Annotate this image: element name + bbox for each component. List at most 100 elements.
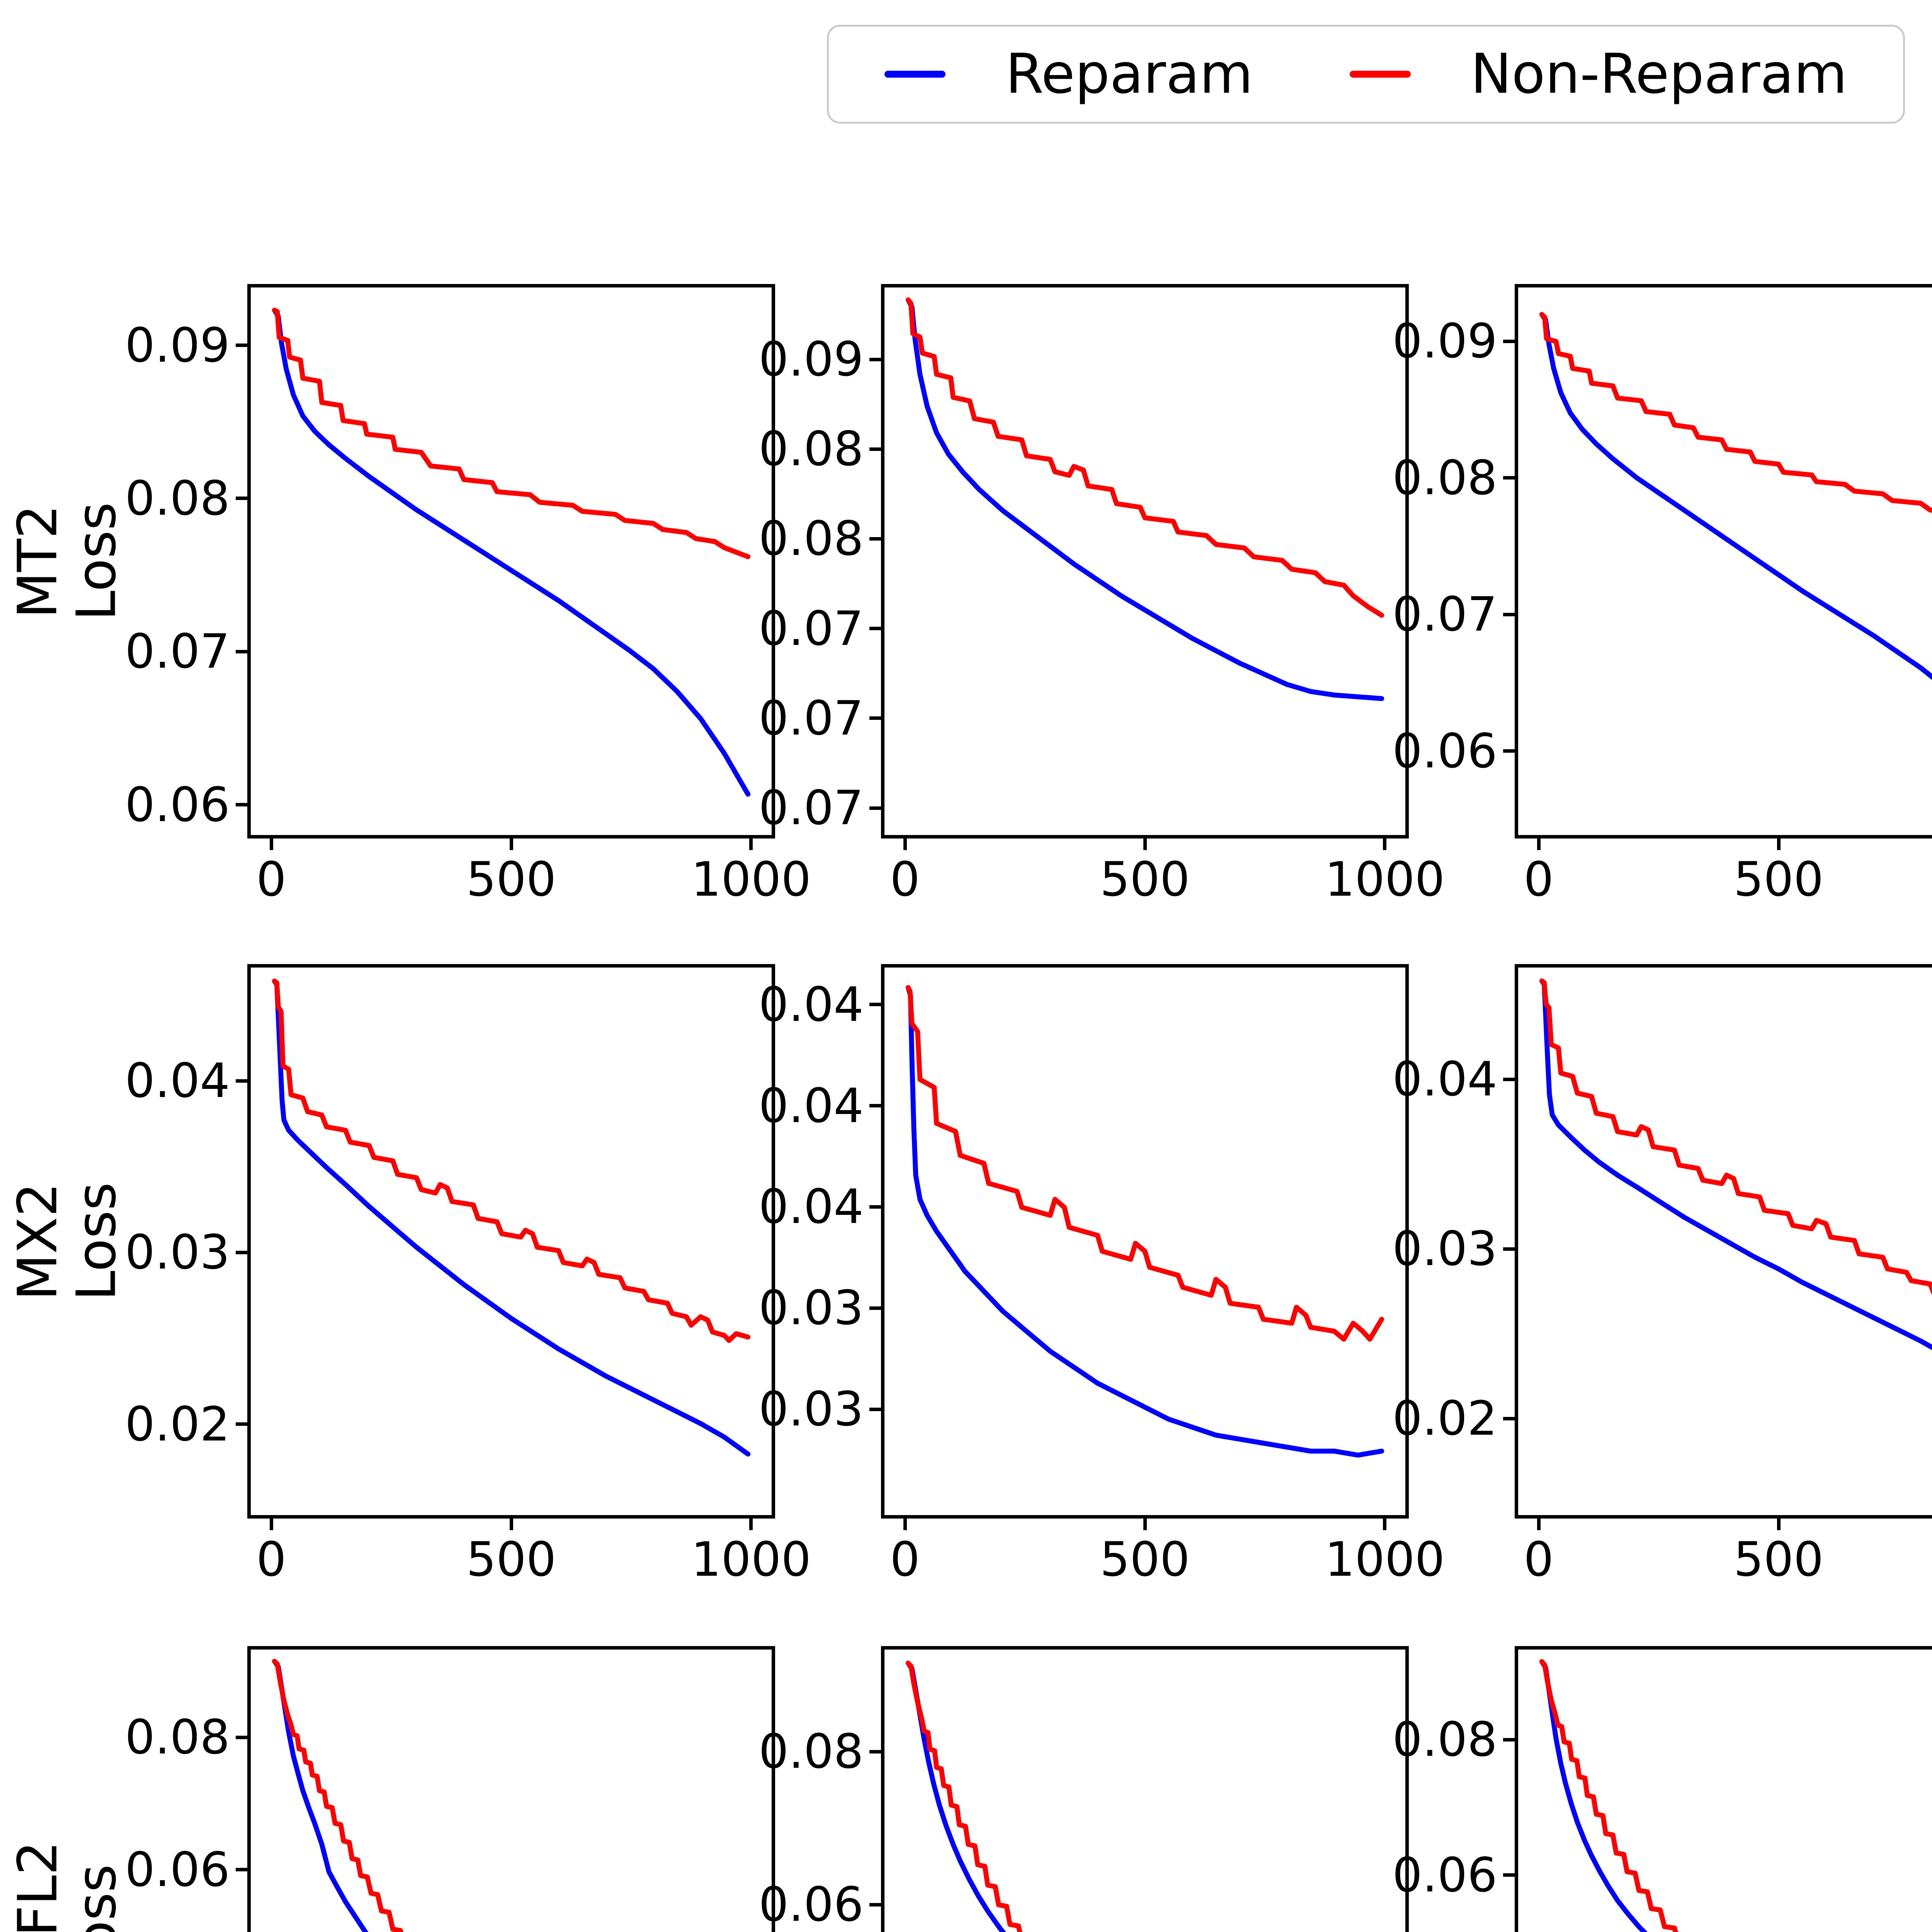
y-tick-label: 0.08 xyxy=(759,511,864,566)
y-tick-label: 0.08 xyxy=(125,1710,230,1765)
y-tick-label: 0.04 xyxy=(759,1078,864,1133)
subplot-apfl2-fmnist xyxy=(1515,1646,1932,1932)
x-tick-label: 500 xyxy=(1733,852,1824,907)
y-tick-mark xyxy=(1503,476,1515,480)
x-tick-label: 0 xyxy=(256,1532,286,1587)
y-tick-mark xyxy=(869,1104,881,1108)
y-tick-label: 0.03 xyxy=(125,1225,230,1280)
x-tick-label: 500 xyxy=(1100,1532,1190,1587)
y-tick-mark xyxy=(1503,1873,1515,1877)
plot-area xyxy=(905,1660,1022,1932)
x-tick-label: 0 xyxy=(1524,1532,1554,1587)
plot-area xyxy=(905,985,1384,1458)
y-tick-label: 0.08 xyxy=(125,471,230,526)
legend-item-reparam: Reparam xyxy=(884,47,1253,102)
x-tick-mark xyxy=(1537,838,1541,850)
y-tick-mark xyxy=(869,447,881,451)
y-tick-mark xyxy=(869,806,881,810)
y-tick-label: 0.06 xyxy=(1392,723,1497,779)
y-tick-mark xyxy=(1503,1417,1515,1420)
y-tick-label: 0.07 xyxy=(1392,587,1497,642)
x-tick-mark xyxy=(749,838,753,850)
x-tick-label: 1000 xyxy=(1325,1532,1445,1587)
reparam-line xyxy=(905,1660,1007,1932)
plot-area xyxy=(272,308,751,797)
x-tick-mark xyxy=(269,838,273,850)
non-reparam-line xyxy=(1539,1659,1679,1932)
reparam-line xyxy=(905,985,1384,1458)
plot-area xyxy=(272,1658,403,1932)
reparam-line-sample xyxy=(884,71,946,78)
reparam-line xyxy=(1539,1659,1648,1932)
y-tick-label: 0.04 xyxy=(759,1179,864,1235)
subplot-mx2-fmnist xyxy=(1515,964,1932,1519)
y-tick-label: 0.08 xyxy=(1392,450,1497,505)
plot-area xyxy=(1539,312,1932,680)
y-tick-mark xyxy=(869,1003,881,1007)
x-tick-mark xyxy=(749,1519,753,1530)
y-tick-label: 0.02 xyxy=(125,1396,230,1452)
x-tick-label: 1000 xyxy=(1325,852,1445,907)
y-tick-mark xyxy=(869,1407,881,1411)
x-tick-label: 0 xyxy=(890,1532,920,1587)
y-tick-mark xyxy=(236,497,247,500)
y-tick-mark xyxy=(236,650,247,653)
subplot-mx2-kmnist xyxy=(881,964,1409,1519)
nonreparam-line-sample xyxy=(1349,71,1411,78)
plot-area xyxy=(1539,978,1932,1350)
y-tick-mark xyxy=(869,627,881,631)
subplot-apfl2-kmnist xyxy=(881,1646,1409,1932)
reparam-line xyxy=(272,1658,369,1932)
y-tick-mark xyxy=(236,1250,247,1254)
x-tick-mark xyxy=(1777,1519,1781,1530)
y-tick-mark xyxy=(869,716,881,720)
y-tick-label: 0.04 xyxy=(759,977,864,1032)
x-tick-label: 500 xyxy=(1733,1532,1824,1587)
row-ylabel-text: MT2 Loss xyxy=(6,502,128,621)
non-reparam-line xyxy=(272,978,751,1343)
x-tick-label: 0 xyxy=(1524,852,1554,907)
reparam-line xyxy=(1539,312,1932,680)
plot-area xyxy=(272,978,751,1457)
x-tick-mark xyxy=(509,1519,513,1530)
subplot-apfl2-mnist xyxy=(247,1646,775,1932)
y-tick-mark xyxy=(236,803,247,807)
non-reparam-line xyxy=(1539,312,1932,513)
y-tick-label: 0.04 xyxy=(1392,1052,1497,1107)
non-reparam-line xyxy=(272,1658,403,1932)
y-tick-label: 0.06 xyxy=(125,777,230,832)
y-tick-label: 0.07 xyxy=(759,601,864,656)
y-tick-mark xyxy=(869,1903,881,1906)
y-tick-label: 0.08 xyxy=(759,1724,864,1779)
y-tick-label: 0.09 xyxy=(759,332,864,387)
x-tick-mark xyxy=(903,838,907,850)
y-tick-label: 0.04 xyxy=(125,1053,230,1109)
row-ylabel-mx2: MX2 Loss xyxy=(6,964,129,1519)
non-reparam-line xyxy=(905,985,1384,1342)
y-tick-mark xyxy=(869,357,881,361)
x-tick-mark xyxy=(1777,838,1781,850)
x-tick-mark xyxy=(509,838,513,850)
y-tick-label: 0.03 xyxy=(759,1382,864,1437)
reparam-line xyxy=(905,297,1384,701)
y-tick-mark xyxy=(1503,1738,1515,1742)
plot-area xyxy=(905,297,1384,701)
y-tick-label: 0.07 xyxy=(125,624,230,679)
x-tick-label: 1000 xyxy=(691,1532,811,1587)
non-reparam-line xyxy=(905,297,1384,618)
x-tick-mark xyxy=(1383,1519,1387,1530)
y-tick-mark xyxy=(236,344,247,347)
row-ylabel-mt2: MT2 Loss xyxy=(6,284,129,838)
y-tick-mark xyxy=(236,1079,247,1083)
x-tick-mark xyxy=(1383,838,1387,850)
y-tick-label: 0.06 xyxy=(1392,1847,1497,1903)
legend: Reparam Non-Reparam xyxy=(827,25,1905,124)
y-tick-label: 0.06 xyxy=(759,1877,864,1932)
legend-label-reparam: Reparam xyxy=(1005,42,1253,106)
y-tick-label: 0.08 xyxy=(1392,1712,1497,1767)
y-tick-mark xyxy=(236,1868,247,1872)
y-tick-label: 0.07 xyxy=(759,690,864,746)
row-ylabel-text: MX2 Loss xyxy=(6,1182,128,1301)
x-tick-mark xyxy=(1537,1519,1541,1530)
